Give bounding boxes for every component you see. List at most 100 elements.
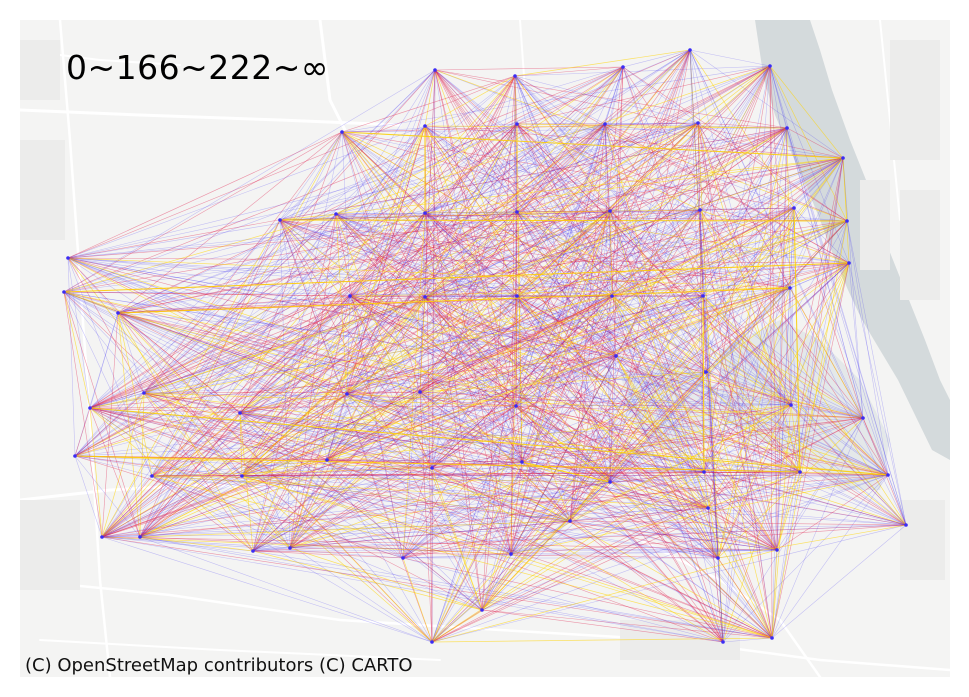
flow-edge	[793, 157, 844, 209]
flow-edge	[514, 75, 907, 526]
flow-edge	[431, 609, 483, 643]
flow-edge	[604, 123, 788, 129]
flow-edge	[89, 407, 705, 473]
zone-node	[610, 294, 614, 298]
flow-edge	[702, 157, 844, 297]
flow-edge	[139, 210, 611, 538]
flow-edge	[510, 417, 864, 555]
flow-edge	[139, 405, 517, 538]
flow-edge	[510, 461, 523, 555]
flow-edge	[143, 392, 512, 555]
flow-edge	[717, 207, 795, 559]
flow-edge	[117, 210, 611, 314]
flow-edge	[769, 65, 844, 159]
flow-edge	[241, 475, 512, 555]
flow-edge	[424, 125, 864, 419]
flow-edge	[89, 122, 699, 409]
flow-edge	[89, 407, 404, 559]
flow-edge	[604, 123, 719, 559]
flow-edge	[341, 122, 699, 133]
flow-edge	[139, 475, 243, 538]
flow-edge	[101, 474, 889, 538]
flow-edge	[335, 66, 624, 215]
flow-edge-strong	[117, 287, 791, 314]
flow-edge	[241, 210, 611, 477]
flow-edge	[515, 220, 848, 407]
flow-edge	[521, 461, 773, 639]
zone-node	[238, 411, 242, 415]
map-attribution[interactable]: (C) OpenStreetMap contributors (C) CARTO	[25, 655, 413, 676]
flow-edge	[151, 475, 611, 483]
flow-edge	[252, 550, 483, 611]
zone-node	[568, 519, 572, 523]
flow-edge	[431, 417, 864, 643]
flow-edge	[101, 287, 791, 538]
flow-edge	[622, 66, 848, 222]
flow-edge	[241, 212, 426, 477]
flow-edge	[705, 220, 848, 373]
flow-edge	[776, 157, 844, 551]
flow-edge	[252, 123, 518, 552]
flow-edge	[289, 122, 699, 549]
flow-edge	[786, 127, 864, 419]
flow-edge	[67, 257, 119, 314]
flow-edge	[402, 371, 707, 559]
zone-node	[423, 295, 427, 299]
flow-edge	[289, 66, 624, 549]
zone-node	[251, 549, 255, 553]
flow-edge	[424, 69, 436, 127]
flow-edge	[419, 296, 426, 393]
flow-edge	[252, 213, 337, 552]
flow-edge	[89, 295, 351, 409]
flow-edge	[63, 291, 864, 419]
zone-node	[768, 64, 772, 68]
flow-edge	[341, 131, 719, 559]
flow-edge	[689, 49, 719, 559]
flow-edge	[289, 520, 571, 549]
map-frame[interactable]: 0~166~222~∞ (C) OpenStreetMap contributo…	[20, 20, 950, 677]
flow-edge	[326, 212, 426, 461]
flow-edge	[346, 393, 719, 559]
flow-edge	[424, 65, 771, 214]
flow-edge	[335, 213, 523, 463]
zone-node	[696, 121, 700, 125]
flow-edge	[514, 49, 691, 77]
map-canvas[interactable]	[20, 20, 950, 677]
flow-edge	[341, 131, 701, 211]
flow-edge	[424, 296, 719, 559]
flow-edge	[279, 219, 518, 297]
flow-edge	[117, 312, 611, 483]
flow-edge	[789, 287, 801, 473]
flow-edge	[349, 65, 771, 297]
flow-edge	[341, 131, 778, 551]
flow-edge	[89, 75, 516, 409]
flow-edge	[604, 123, 850, 264]
flow-edge	[516, 127, 788, 297]
flow-edge	[481, 157, 844, 611]
flow-edge	[74, 405, 517, 457]
flow-edge	[239, 412, 433, 469]
flow-edge	[151, 475, 709, 509]
flow-edge	[239, 295, 704, 414]
flow-edge	[514, 75, 699, 124]
flow-edge	[424, 296, 517, 407]
flow-edge	[89, 392, 145, 409]
flow-edge	[514, 75, 773, 639]
flow-edge	[514, 75, 724, 643]
flow-edge	[707, 127, 788, 509]
flow-edge	[239, 412, 254, 552]
flow-edge	[143, 49, 691, 394]
flow-edge	[510, 355, 617, 555]
flow-edge	[349, 287, 791, 297]
flow-edge	[326, 371, 707, 461]
flow-edge	[703, 262, 850, 473]
flow-edge	[89, 407, 103, 538]
flow-edge	[702, 295, 889, 476]
flow-edge	[349, 295, 517, 407]
flow-edge	[516, 295, 773, 639]
flow-edge	[349, 295, 512, 555]
flow-edge	[419, 211, 518, 393]
flow-edge	[74, 213, 337, 457]
flow-edge	[117, 123, 518, 314]
flow-edge	[771, 417, 864, 639]
